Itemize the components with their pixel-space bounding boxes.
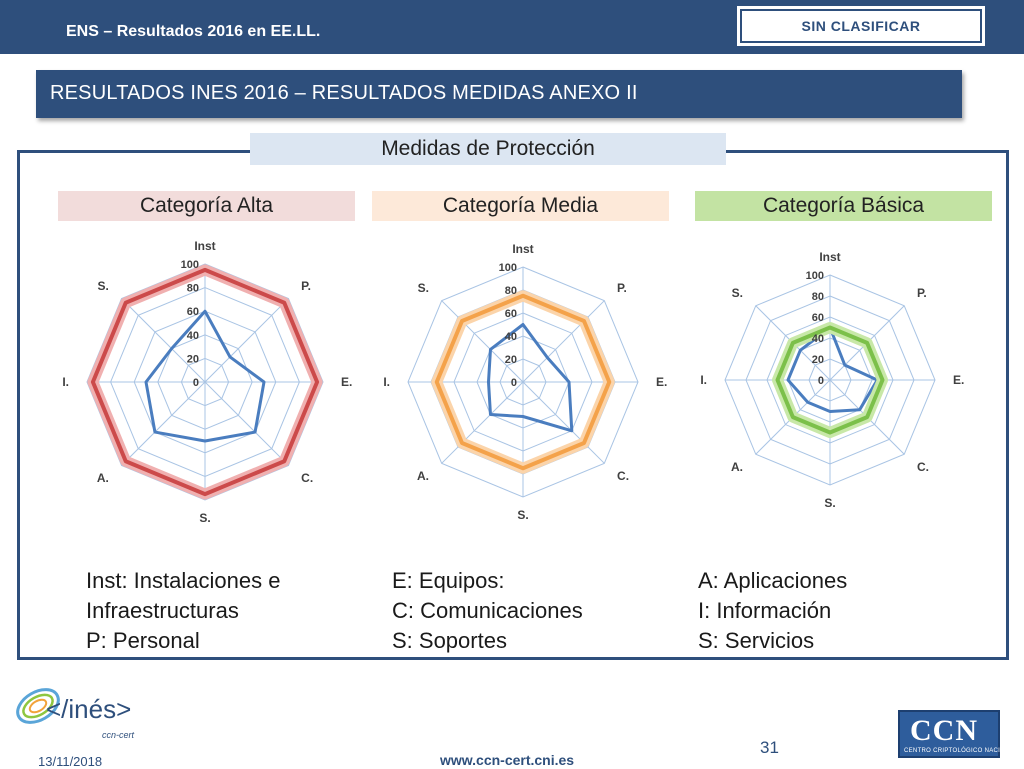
- radar-scale-label: 20: [812, 354, 824, 366]
- radar-spoke: [121, 298, 206, 383]
- frame-title: Medidas de Protección: [250, 133, 726, 165]
- radar-scale-label: 20: [187, 353, 199, 365]
- legend-item: E: Equipos:: [392, 568, 505, 593]
- ccn-logo-sub: CENTRO CRIPTOLÓGICO NACIONAL: [904, 748, 1018, 754]
- ccn-logo: CCN CENTRO CRIPTOLÓGICO NACIONAL: [898, 710, 1017, 758]
- radar-scale-label: 40: [187, 330, 199, 342]
- radar-axis-label: S.: [732, 286, 743, 300]
- radar-series-result: [144, 309, 266, 443]
- radar-axis-label: P.: [617, 281, 627, 295]
- radar-scale-label: 0: [193, 377, 199, 389]
- radar-scale-label: 60: [812, 312, 824, 324]
- radar-series-target: [775, 325, 885, 435]
- radar-axis-label: S.: [517, 508, 528, 522]
- page-number: 31: [760, 738, 779, 757]
- radar-axis-label: S.: [824, 496, 835, 510]
- radar-spoke: [522, 300, 605, 383]
- category-alta-label: Categoría Alta: [58, 191, 355, 221]
- radar-spoke: [441, 381, 524, 464]
- radar-axis-label: P.: [301, 279, 311, 293]
- radar-scale-label: 80: [187, 283, 199, 295]
- radar-series-target: [434, 293, 612, 471]
- legend-item: I: Información: [698, 598, 832, 623]
- ines-logo-text: </inés>: [46, 694, 131, 724]
- radar-axis-label: E.: [953, 373, 964, 387]
- legend-item: Inst: Instalaciones e: [86, 568, 281, 593]
- radar-series-result: [786, 326, 879, 413]
- radar-spoke: [522, 381, 605, 464]
- radar-axis-label: C.: [301, 471, 313, 485]
- radar-axis-label: Inst: [512, 242, 533, 256]
- radar-scale-label: 80: [812, 291, 824, 303]
- radar-scale-label: 80: [505, 285, 517, 297]
- legend-item: A: Aplicaciones: [698, 568, 848, 593]
- radar-spoke: [441, 300, 524, 383]
- slide-date: 13/11/2018: [38, 754, 103, 769]
- radar-scale-label: 40: [812, 333, 824, 345]
- radar-scale-label: 40: [505, 331, 517, 343]
- radar-axis-label: I.: [62, 375, 69, 389]
- classification-badge: SIN CLASIFICAR: [735, 4, 987, 48]
- radar-scale-label: 60: [505, 308, 517, 320]
- ines-logo-sub: ccn-cert: [102, 730, 135, 740]
- radar-scale-label: 100: [181, 259, 199, 271]
- radar-series-target: [90, 267, 320, 497]
- radar-scale-label: 20: [505, 354, 517, 366]
- radar-chart-media: 0 20 40 60 80 100 Inst P. E. C. S. A. I. S.: [383, 242, 667, 522]
- ccn-logo-letters: CCN: [910, 714, 978, 747]
- legend-item: C: Comunicaciones: [392, 598, 583, 623]
- radar-spoke: [204, 298, 289, 383]
- legend-item: S: Servicios: [698, 628, 815, 653]
- radar-axis-label: C.: [917, 460, 929, 474]
- legend-column-2: E: Equipos: C: Comunicaciones S: Soporte…: [392, 566, 583, 656]
- radar-scale-label: 0: [818, 375, 824, 387]
- radar-axis-label: E.: [656, 375, 667, 389]
- radar-axis-label: Inst: [194, 239, 215, 253]
- radar-axis-label: Inst: [819, 250, 840, 264]
- radar-scale-label: 0: [511, 377, 517, 389]
- legend-item: S: Soportes: [392, 628, 507, 653]
- radar-scale-label: 100: [806, 270, 824, 282]
- radar-axis-label: A.: [417, 469, 429, 483]
- radar-axis-label: A.: [731, 460, 743, 474]
- radar-chart-alta: 0 20 40 60 80 100 Inst P. E. C. S. A. I. S.: [62, 239, 352, 525]
- radar-axis-label: I.: [700, 373, 707, 387]
- ines-logo: </inés> ccn-cert: [16, 688, 135, 740]
- section-header: RESULTADOS INES 2016 – RESULTADOS MEDIDA…: [36, 70, 962, 118]
- radar-axis-label: P.: [917, 286, 927, 300]
- radar-scale-label: 100: [499, 262, 517, 274]
- radar-spoke: [121, 381, 206, 466]
- radar-axis-label: A.: [97, 471, 109, 485]
- radar-axis-label: E.: [341, 375, 352, 389]
- radar-axis-label: C.: [617, 469, 629, 483]
- radar-axis-label: I.: [383, 375, 390, 389]
- radar-axis-label: S.: [199, 511, 210, 525]
- radar-spoke: [204, 381, 289, 466]
- radar-chart-basica: 0 20 40 60 80 100 Inst P. E. C. S. A. I. S.: [700, 250, 964, 510]
- section-title: RESULTADOS INES 2016 – RESULTADOS MEDIDA…: [50, 82, 638, 104]
- radar-scale-label: 60: [187, 306, 199, 318]
- classification-label: SIN CLASIFICAR: [801, 18, 921, 34]
- presentation-title: ENS – Resultados 2016 en EE.LL.: [66, 23, 321, 40]
- category-media-label: Categoría Media: [372, 191, 669, 221]
- legend-column-3: A: Aplicaciones I: Información S: Servic…: [698, 566, 847, 656]
- footer-url[interactable]: www.ccn-cert.cni.es: [440, 752, 575, 768]
- legend-item: P: Personal: [86, 628, 200, 653]
- radar-axis-label: S.: [418, 281, 429, 295]
- radar-series-result: [487, 323, 574, 433]
- legend-item: Infraestructuras: [86, 598, 239, 623]
- category-basica-label: Categoría Básica: [695, 191, 992, 221]
- legend-column-1: Inst: Instalaciones e Infraestructuras P…: [86, 566, 280, 656]
- radar-axis-label: S.: [97, 279, 108, 293]
